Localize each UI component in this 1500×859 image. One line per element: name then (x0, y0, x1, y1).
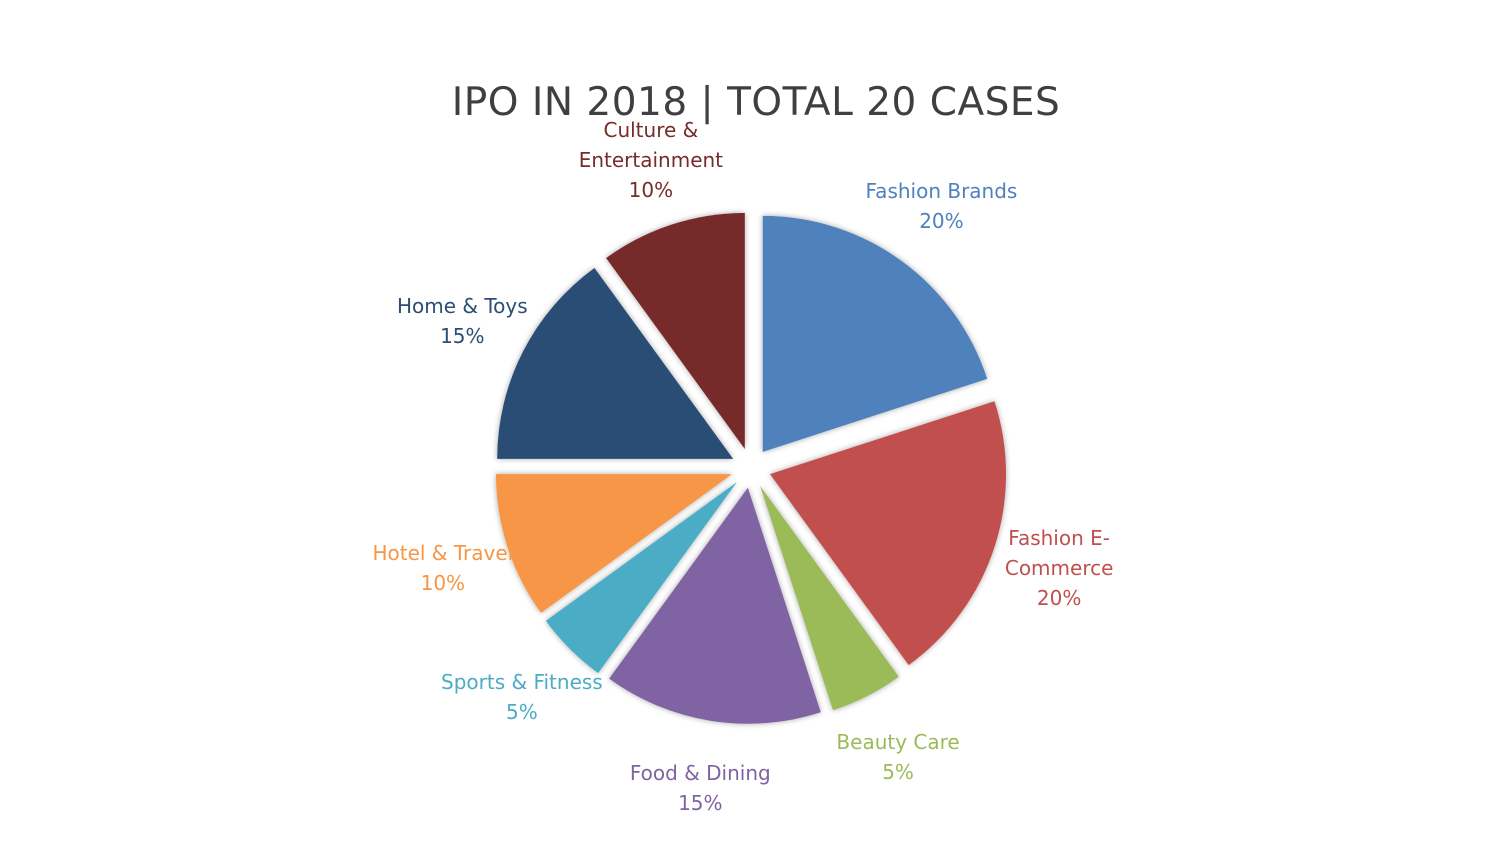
slice-label-name: Culture & (603, 117, 699, 142)
slice-label-home-and-toys: Home & Toys 15% (342, 291, 582, 351)
slice-label-percent: 10% (628, 177, 674, 202)
slice-label-name: Beauty Care (836, 729, 960, 754)
pie-slice-culture-and-entertainment (606, 212, 745, 449)
slice-label-name: Fashion Brands (865, 178, 1018, 203)
slice-label-percent: 10% (420, 571, 466, 596)
slice-label-name: Commerce (1004, 556, 1114, 581)
slice-label-name: Hotel & Travel (372, 541, 514, 566)
slice-label-hotel-and-travel: Hotel & Travel 10% (323, 538, 563, 598)
pie-slice-food-and-dining (609, 487, 821, 724)
slice-label-percent: 15% (440, 323, 485, 348)
pie-slice-home-and-toys (497, 267, 734, 459)
slice-label-percent: 20% (1036, 586, 1082, 611)
slice-label-name: Home & Toys (396, 293, 528, 318)
slice-label-beauty-care: Beauty Care 5% (778, 727, 1018, 787)
slice-label-name: Fashion E- (1008, 526, 1110, 551)
pie-slice-hotel-and-travel (495, 474, 732, 613)
chart-title: IPO IN 2018 | TOTAL 20 CASES (451, 80, 1061, 125)
pie-slice-fashion-e-commerce (770, 401, 1007, 666)
slice-label-percent: 20% (919, 208, 964, 233)
slice-label-name: Entertainment (578, 147, 724, 172)
slice-label-food-and-dining: Food & Dining 15% (580, 758, 820, 818)
slice-label-fashion-e-commerce: Fashion E- Commerce 20% (939, 523, 1179, 613)
slice-label-culture-and-entertainment: Culture & Entertainment 10% (531, 115, 771, 205)
slice-label-name: Sports & Fitness (441, 670, 603, 695)
pie-slice-fashion-brands (762, 215, 988, 452)
pie-slice-beauty-care (760, 485, 899, 711)
slice-label-sports-and-fitness: Sports & Fitness 5% (402, 667, 642, 727)
slice-label-percent: 15% (678, 791, 723, 815)
slice-label-percent: 5% (882, 759, 914, 784)
slice-label-name: Food & Dining (629, 761, 771, 785)
pie-slices (495, 212, 1007, 724)
pie-slice-sports-and-fitness (545, 482, 737, 674)
slice-label-fashion-brands: Fashion Brands 20% (821, 176, 1061, 236)
slice-label-percent: 5% (506, 700, 538, 725)
